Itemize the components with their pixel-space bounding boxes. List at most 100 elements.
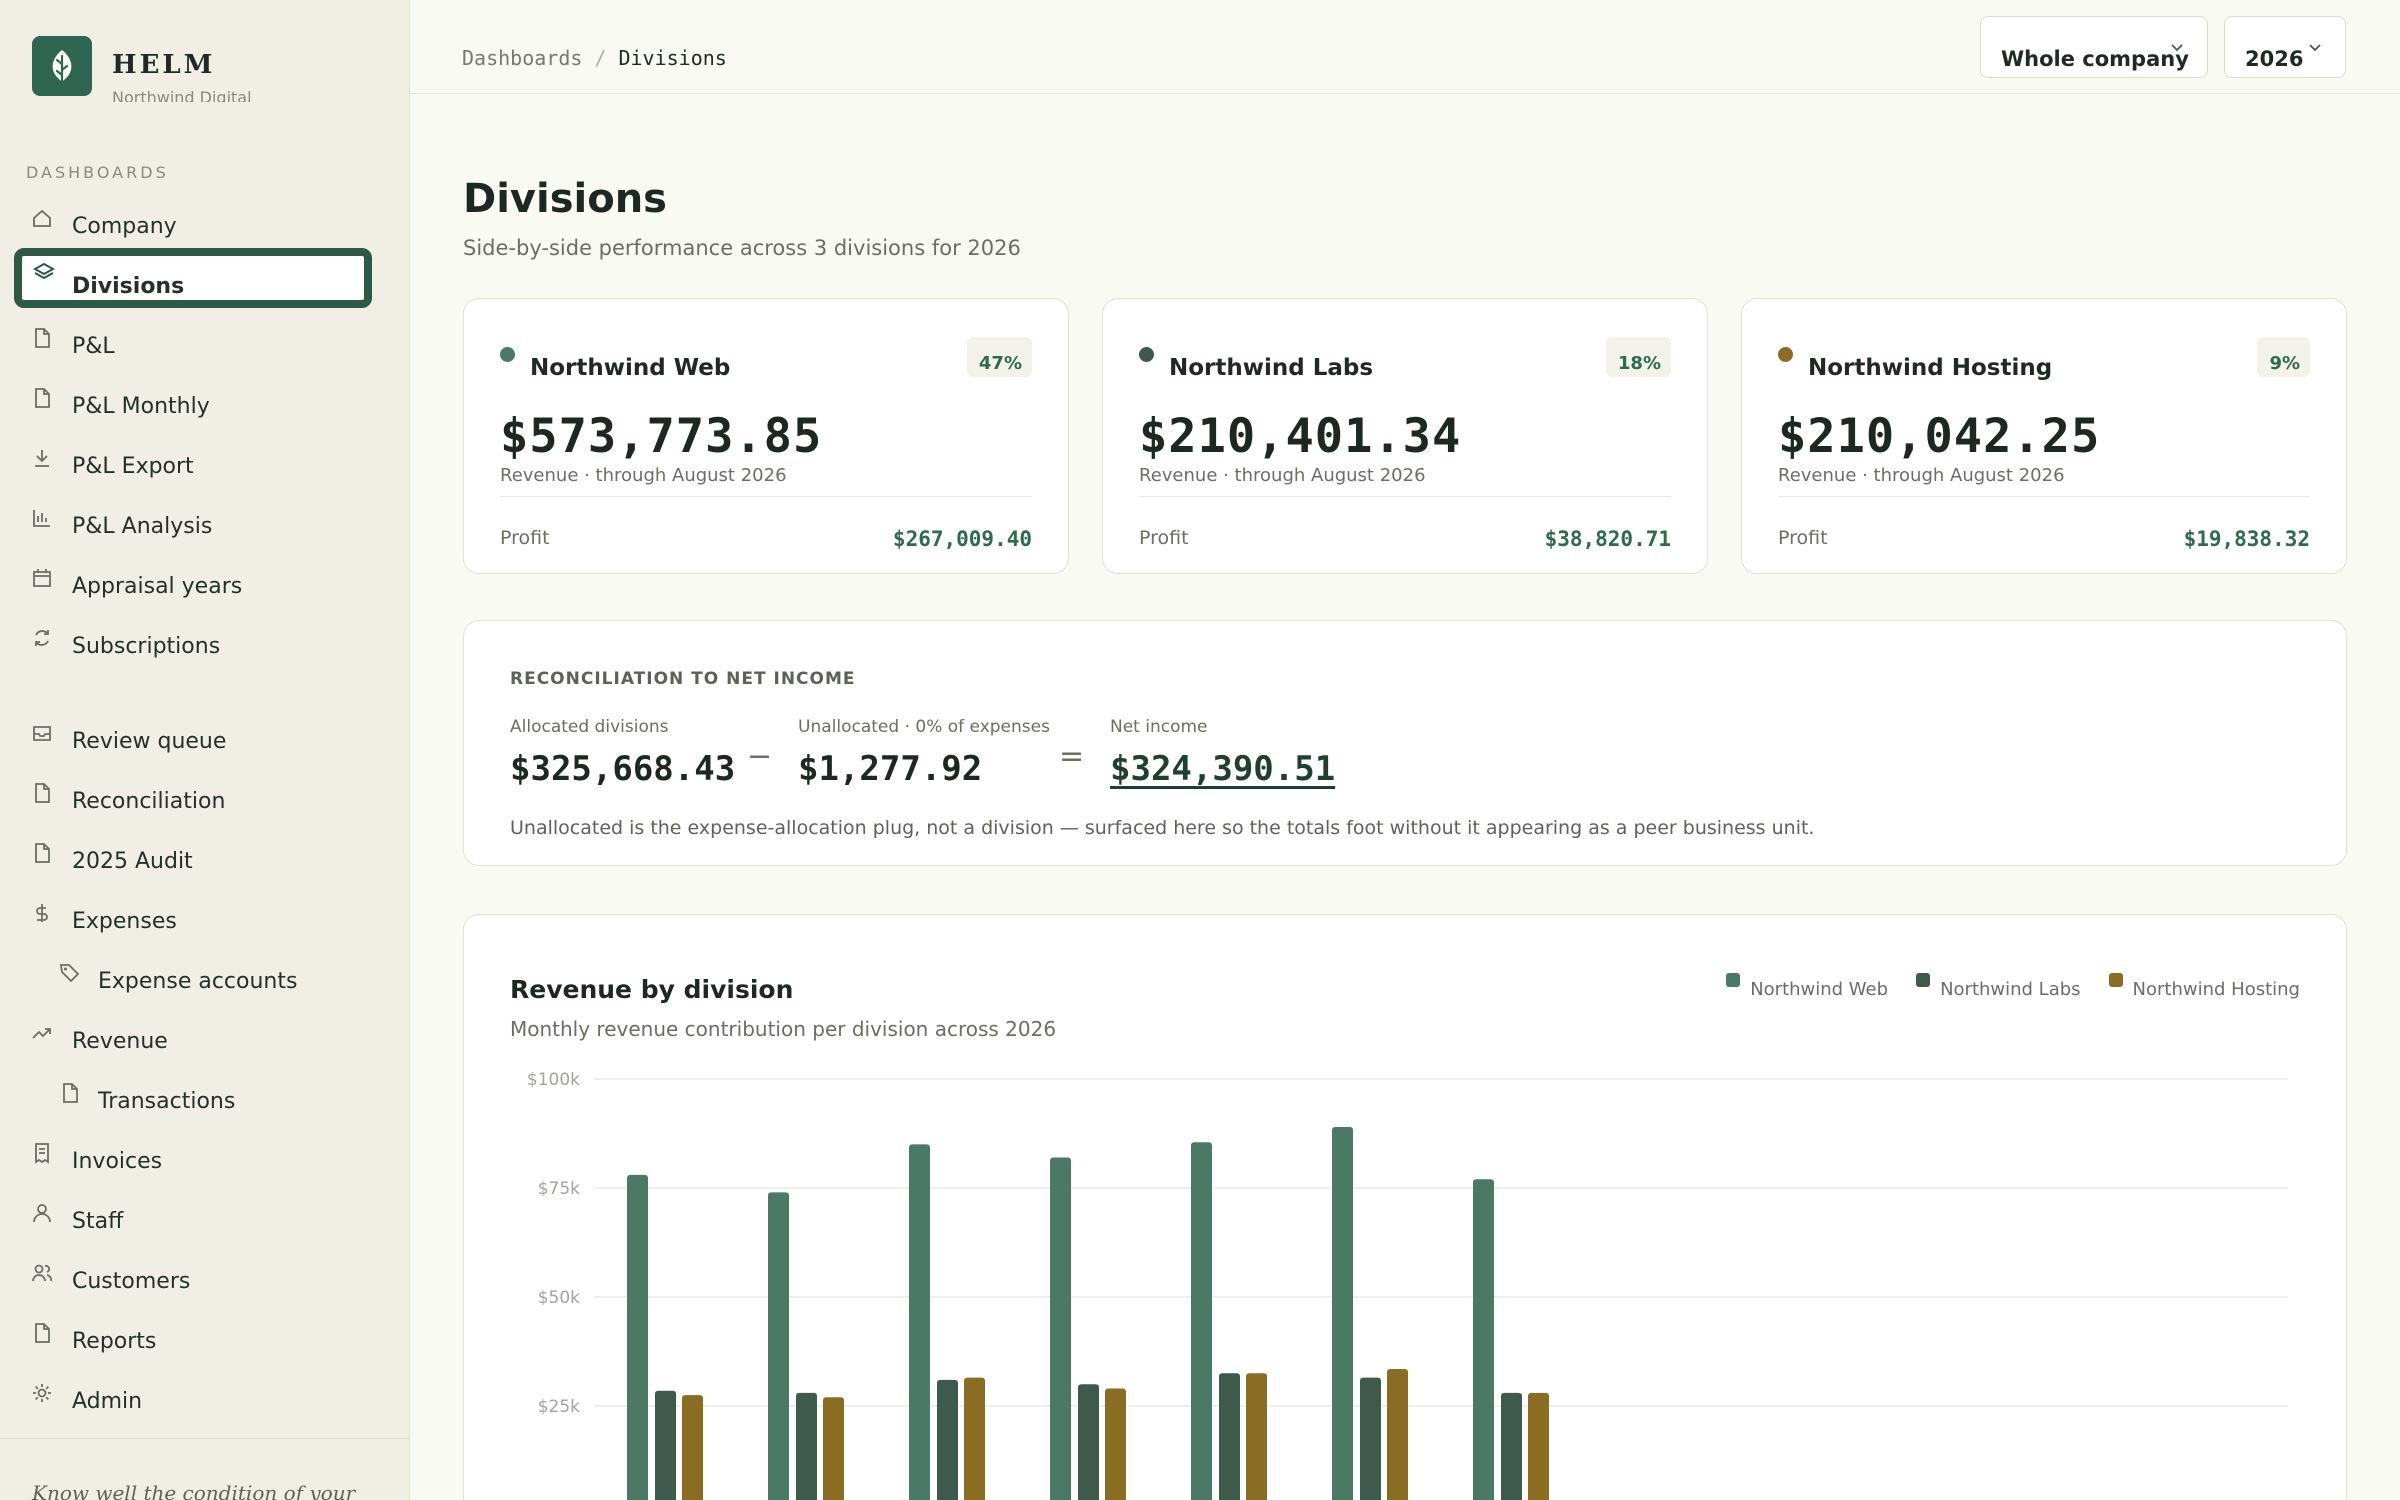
bar-northwind-hosting-mar[interactable] [964,1377,985,1500]
sidebar-item-label: Revenue [72,1029,168,1054]
year-select[interactable]: 2026 [2224,16,2346,78]
bar-northwind-labs-feb[interactable] [796,1392,817,1500]
minus-operator: − [747,739,773,774]
sidebar-item-p-l-monthly[interactable]: P&L Monthly [0,380,409,430]
division-color-dot [1778,347,1793,362]
bar-northwind-web-may[interactable] [1191,1142,1212,1500]
nav-section-label: DASHBOARDS [26,163,169,182]
sidebar-item-label: Admin [72,1389,143,1414]
bar-northwind-hosting-jun[interactable] [1387,1368,1408,1500]
bar-northwind-web-mar[interactable] [909,1144,930,1500]
bar-northwind-labs-mar[interactable] [937,1379,958,1500]
sidebar: HELM Northwind Digital DASHBOARDS Compan… [0,0,410,1500]
legend-item-web[interactable]: Northwind Web [1726,969,1888,1000]
bar-northwind-labs-apr[interactable] [1078,1384,1099,1500]
sidebar-item-label: Invoices [72,1149,163,1174]
sidebar-item-p-l[interactable]: P&L [0,320,409,370]
sidebar-item-review-queue[interactable]: Review queue [0,715,409,765]
bar-northwind-hosting-jul[interactable] [1528,1392,1549,1500]
card-divider [1778,496,2310,497]
sidebar-footer-quote: Know well the condition of your [0,1438,409,1500]
breadcrumb: Dashboards / Divisions [462,46,727,70]
legend-item-labs[interactable]: Northwind Labs [1916,969,2081,1000]
document-icon [30,326,54,350]
brand[interactable]: HELM Northwind Digital [32,36,252,102]
sidebar-item-customers[interactable]: Customers [0,1255,409,1305]
bar-chart-icon [30,506,54,530]
sidebar-item-invoices[interactable]: Invoices [0,1135,409,1185]
net-income-link[interactable]: $324,390.51 [1110,749,1336,789]
sidebar-item-divisions[interactable]: Divisions [14,248,372,308]
breadcrumb-dashboards[interactable]: Dashboards [462,46,583,70]
bar-northwind-hosting-may[interactable] [1246,1373,1267,1500]
page-subtitle: Side-by-side performance across 3 divisi… [463,236,1021,260]
unallocated-label: Unallocated · 0% of expenses [798,717,1050,737]
bar-northwind-labs-jun[interactable] [1360,1377,1381,1500]
division-share-badge: 18% [1605,337,1671,377]
division-share-badge: 47% [966,337,1032,377]
sidebar-item-expenses[interactable]: Expenses [0,895,409,945]
chart-title: Revenue by division [510,975,794,1004]
division-revenue: $573,773.85 [500,409,823,464]
sidebar-item-label: Customers [72,1269,191,1294]
equals-operator: = [1059,739,1085,774]
topbar: Dashboards / Divisions Whole company 2026 [410,0,2400,94]
sidebar-item-staff[interactable]: Staff [0,1195,409,1245]
chart-legend: Northwind Web Northwind Labs Northwind H… [1726,969,2300,1000]
sidebar-item-transactions[interactable]: Transactions [0,1075,409,1125]
sidebar-item-label: Divisions [72,274,185,296]
sidebar-item-label: Expense accounts [98,969,298,994]
sidebar-item-p-l-export[interactable]: P&L Export [0,440,409,490]
bar-northwind-web-apr[interactable] [1050,1157,1071,1500]
legend-swatch [2108,973,2123,987]
sidebar-item-company[interactable]: Company [0,200,409,250]
division-name: Northwind Hosting [1808,355,2053,381]
sidebar-item-reconciliation[interactable]: Reconciliation [0,775,409,825]
bar-northwind-labs-jan[interactable] [655,1390,676,1500]
breadcrumb-current: Divisions [618,46,727,70]
division-revenue-label: Revenue · through August 2026 [1139,465,1426,486]
bar-northwind-web-jan[interactable] [627,1174,648,1500]
revenue-chart-card: $100k$75k$50k$25k$0 Revenue by division … [463,914,2347,1500]
sidebar-item-label: P&L [72,334,115,359]
bar-northwind-web-feb[interactable] [768,1192,789,1500]
sidebar-item-admin[interactable]: Admin [0,1375,409,1425]
bar-northwind-web-jun[interactable] [1332,1126,1353,1500]
download-icon [30,446,54,470]
bar-northwind-hosting-jan[interactable] [682,1395,703,1500]
sidebar-item-p-l-analysis[interactable]: P&L Analysis [0,500,409,550]
chart-subtitle: Monthly revenue contribution per divisio… [510,1017,1057,1041]
chevron-down-icon [2309,44,2321,52]
sidebar-item-2025-audit[interactable]: 2025 Audit [0,835,409,885]
sidebar-item-reports[interactable]: Reports [0,1315,409,1365]
legend-item-hosting[interactable]: Northwind Hosting [2108,969,2300,1000]
dollar-icon [30,901,54,925]
document-icon [30,1321,54,1345]
sidebar-item-revenue[interactable]: Revenue [0,1015,409,1065]
bar-northwind-labs-jul[interactable] [1501,1392,1522,1500]
sidebar-item-label: Expenses [72,909,177,934]
legend-swatch [1916,973,1931,987]
bar-northwind-hosting-feb[interactable] [823,1397,844,1500]
sidebar-item-label: Appraisal years [72,574,243,599]
receipt-icon [30,1141,54,1165]
division-card-hosting[interactable]: Northwind Hosting 9% $210,042.25 Revenue… [1741,298,2347,574]
trend-up-icon [30,1021,54,1045]
division-card-labs[interactable]: Northwind Labs 18% $210,401.34 Revenue ·… [1102,298,1708,574]
sidebar-item-subscriptions[interactable]: Subscriptions [0,620,409,670]
y-tick-label: $75k [538,1179,580,1199]
sidebar-item-appraisal-years[interactable]: Appraisal years [0,560,409,610]
gear-icon [30,1381,54,1405]
bar-northwind-labs-may[interactable] [1219,1373,1240,1500]
sidebar-item-expense-accounts[interactable]: Expense accounts [0,955,409,1005]
brand-subtitle: Northwind Digital [112,88,252,102]
page-title: Divisions [463,176,667,222]
leaf-logo-icon [32,36,92,96]
brand-name: HELM [112,50,216,80]
bar-northwind-web-jul[interactable] [1473,1179,1494,1500]
scope-select[interactable]: Whole company [1980,16,2208,78]
bar-northwind-hosting-apr[interactable] [1105,1388,1126,1500]
division-card-web[interactable]: Northwind Web 47% $573,773.85 Revenue · … [463,298,1069,574]
y-tick-label: $25k [538,1397,580,1417]
users-icon [30,1261,54,1285]
